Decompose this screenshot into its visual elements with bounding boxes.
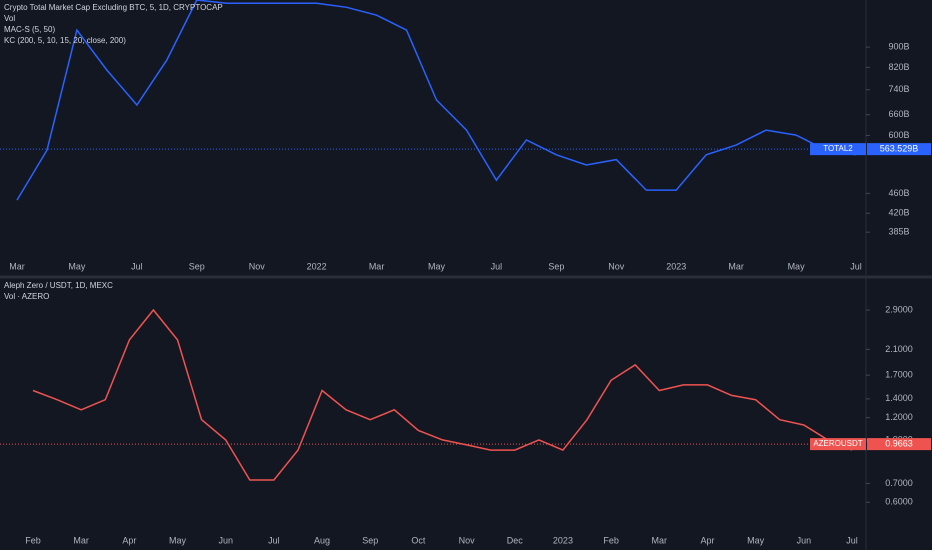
x-tick-label: Oct xyxy=(411,535,426,545)
x-tick-label: Mar xyxy=(369,261,385,271)
x-tick-label: Mar xyxy=(9,261,25,271)
x-tick-label: 2023 xyxy=(553,535,573,545)
x-tick-label: May xyxy=(788,261,806,271)
x-tick-label: May xyxy=(747,535,765,545)
y-tick-label: 820B xyxy=(888,62,909,72)
price-line xyxy=(32,308,853,481)
x-tick-label: Dec xyxy=(507,535,524,545)
x-tick-label: Jun xyxy=(797,535,812,545)
symbol-label: AZEROUSDT xyxy=(813,439,862,448)
y-tick-label: 1.7000 xyxy=(885,370,913,380)
symbol-label: TOTAL2 xyxy=(823,144,853,153)
chart-title: Crypto Total Market Cap Excluding BTC, 5… xyxy=(4,3,223,12)
y-tick-label: 460B xyxy=(888,188,909,198)
y-tick-label: 0.6000 xyxy=(885,497,913,507)
x-tick-label: Sep xyxy=(189,261,205,271)
x-tick-label: Apr xyxy=(122,535,136,545)
y-tick-label: 740B xyxy=(888,84,909,94)
x-tick-label: Jul xyxy=(268,535,280,545)
last-price-tag xyxy=(867,143,931,156)
chart-title: Aleph Zero / USDT, 1D, MEXC xyxy=(4,281,113,290)
x-tick-label: Jun xyxy=(218,535,233,545)
x-tick-label: Jul xyxy=(491,261,503,271)
y-tick-label: 660B xyxy=(888,109,909,119)
x-tick-label: Apr xyxy=(700,535,714,545)
x-tick-label: Jul xyxy=(850,261,862,271)
x-tick-label: Jul xyxy=(846,535,858,545)
y-tick-label: 2.1000 xyxy=(885,344,913,354)
indicator-label: MAC-S (5, 50) xyxy=(4,25,55,34)
x-tick-label: Nov xyxy=(249,261,266,271)
x-tick-label: May xyxy=(169,535,187,545)
y-tick-label: 2.9000 xyxy=(885,304,913,314)
x-tick-label: 2023 xyxy=(666,261,686,271)
x-tick-label: Aug xyxy=(314,535,330,545)
x-tick-label: Feb xyxy=(25,535,41,545)
indicator-label: KC (200, 5, 10, 15, 20, close, 200) xyxy=(4,36,126,45)
x-tick-label: Nov xyxy=(459,535,476,545)
y-tick-label: 385B xyxy=(888,227,909,237)
x-tick-label: May xyxy=(428,261,446,271)
y-tick-label: 420B xyxy=(888,208,909,218)
x-tick-label: Mar xyxy=(73,535,89,545)
last-price-tag xyxy=(867,438,931,451)
price-line xyxy=(16,0,857,201)
y-tick-label: 1.4000 xyxy=(885,393,913,403)
y-tick-label: 900B xyxy=(888,41,909,51)
indicator-label: Vol · AZERO xyxy=(4,292,49,301)
symbol-tag xyxy=(810,143,866,156)
x-tick-label: Jul xyxy=(131,261,143,271)
x-tick-label: Feb xyxy=(603,535,619,545)
last-price-label: 0.9663 xyxy=(885,438,913,448)
symbol-tag xyxy=(810,438,866,451)
x-tick-label: May xyxy=(68,261,86,271)
y-tick-label: 1.2000 xyxy=(885,412,913,422)
x-tick-label: Sep xyxy=(362,535,378,545)
y-tick-label: 600B xyxy=(888,130,909,140)
x-tick-label: Mar xyxy=(652,535,668,545)
indicator-label: Vol xyxy=(4,14,15,23)
y-tick-label: 0.7000 xyxy=(885,478,913,488)
x-tick-label: Nov xyxy=(608,261,625,271)
last-price-label: 563.529B xyxy=(880,144,919,154)
x-tick-label: 2022 xyxy=(307,261,327,271)
x-tick-label: Sep xyxy=(548,261,564,271)
x-tick-label: Mar xyxy=(728,261,744,271)
